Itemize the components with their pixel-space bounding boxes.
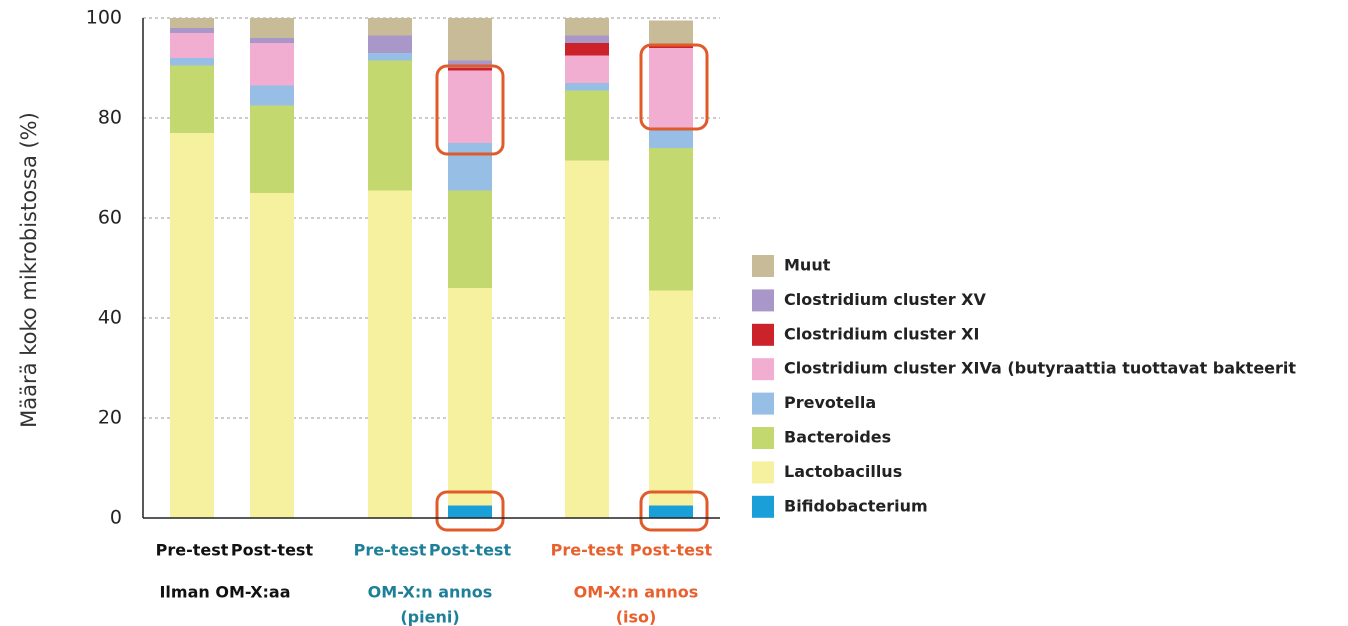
y-tick-label: 20 [98,407,122,429]
y-tick-label: 60 [98,207,122,229]
x-tick-label: Post-test [429,541,512,560]
bar-segment [649,20,693,46]
bar-segment [448,60,492,68]
bar-segment [649,148,693,291]
bar-segment [565,43,609,56]
bar-segment [170,18,214,28]
y-tick-label: 80 [98,107,122,129]
x-tick-label: Post-test [630,541,713,560]
bar-segment [250,85,294,106]
highlight-box [639,490,709,532]
bar-segment [170,133,214,518]
legend-swatch [752,323,774,346]
bar-segment [250,18,294,38]
bar-segment [368,53,412,61]
highlight-box [639,43,709,131]
y-tick-label: 100 [86,7,122,29]
bar-segment [250,38,294,43]
bar-segment [250,105,294,193]
bar-segment [170,58,214,66]
bar-segment [448,190,492,288]
x-tick-label: Pre-test [551,541,624,560]
bar-segment [368,190,412,518]
bar-segment [368,60,412,191]
legend-label: Bacteroides [784,428,891,447]
bar-segment [170,65,214,133]
bar-segment [649,290,693,506]
bar-segment [565,18,609,36]
legend-label: Clostridium cluster XI [784,324,979,343]
legend-label: Bifidobacterium [784,496,928,515]
bar-segment [448,143,492,191]
x-tick-label: Post-test [231,541,314,560]
legend-swatch [752,392,774,415]
bar-segment [448,70,492,143]
bar-segment [649,45,693,48]
bar-segment [565,55,609,83]
bar-segment [448,505,492,518]
group-label: OM-X:n annos [574,583,699,602]
y-tick-label: 0 [110,507,122,529]
bar-segment [368,35,412,53]
x-tick-label: Pre-test [156,541,229,560]
bar-segment [649,128,693,148]
group-label: OM-X:n annos [368,583,493,602]
legend-swatch [752,427,774,449]
bar-segment [448,18,492,61]
highlight-box [435,64,505,156]
bar-segment [368,18,412,36]
bar-segment [250,193,294,518]
bar-segment [250,43,294,86]
x-tick-label: Pre-test [354,541,427,560]
legend-label: Prevotella [784,393,876,412]
bar-segment [565,160,609,518]
bar-segment [170,28,214,33]
legend-label: Clostridium cluster XV [784,290,987,309]
group-label: (pieni) [400,608,459,626]
y-axis-label: Määrä koko mikrobistossa (%) [17,112,41,428]
bar-segment [448,68,492,71]
y-tick-label: 40 [98,307,122,329]
group-label: (iso) [616,608,657,626]
legend-swatch [752,289,774,312]
bar-segment [649,48,693,128]
bar-segment [170,33,214,58]
bar-segment [565,90,609,161]
legend-swatch [752,358,774,381]
legend-swatch [752,495,774,518]
bar-segment [565,83,609,91]
highlight-box [435,490,505,532]
bar-segment [649,505,693,518]
group-label: Ilman OM-X:aa [159,583,290,602]
bar-segment [448,288,492,506]
legend-label: Muut [784,256,831,275]
legend-swatch [752,461,774,484]
highlights [435,43,709,532]
legend-swatch [752,255,774,277]
bar-segment [565,35,609,43]
legend-label: Clostridium cluster XIVa (butyraattia tu… [784,359,1296,378]
legend-label: Lactobacillus [784,462,902,481]
